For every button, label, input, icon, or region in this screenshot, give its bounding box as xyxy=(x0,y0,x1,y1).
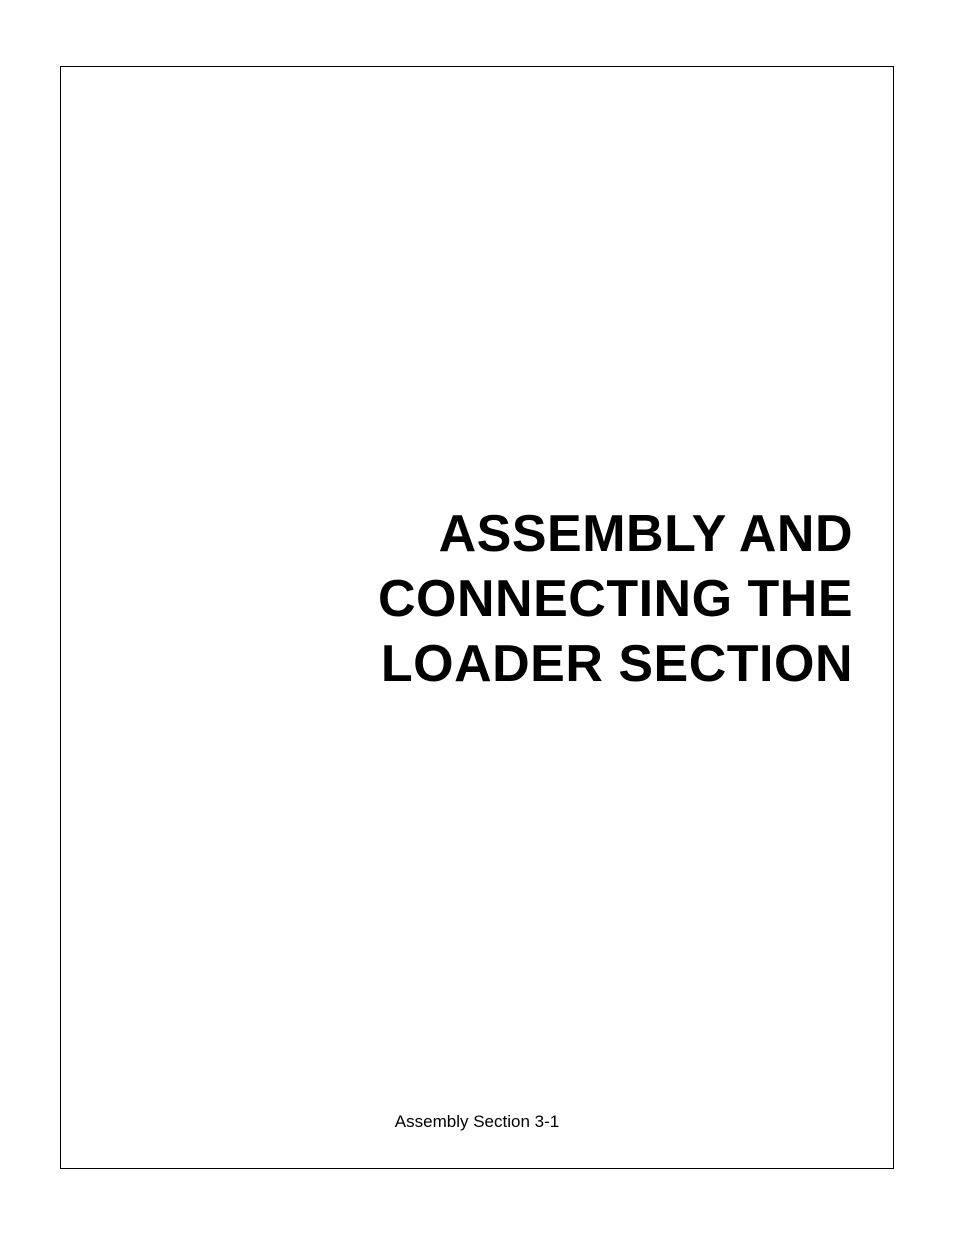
page-footer: Assembly Section 3-1 xyxy=(91,1112,863,1148)
title-line-3: LOADER SECTION xyxy=(378,632,853,697)
title-line-2: CONNECTING THE xyxy=(378,567,853,632)
page-frame: ASSEMBLY AND CONNECTING THE LOADER SECTI… xyxy=(60,66,894,1169)
title-line-1: ASSEMBLY AND xyxy=(378,502,853,567)
title-block: ASSEMBLY AND CONNECTING THE LOADER SECTI… xyxy=(378,502,863,697)
content-area: ASSEMBLY AND CONNECTING THE LOADER SECTI… xyxy=(91,87,863,1112)
